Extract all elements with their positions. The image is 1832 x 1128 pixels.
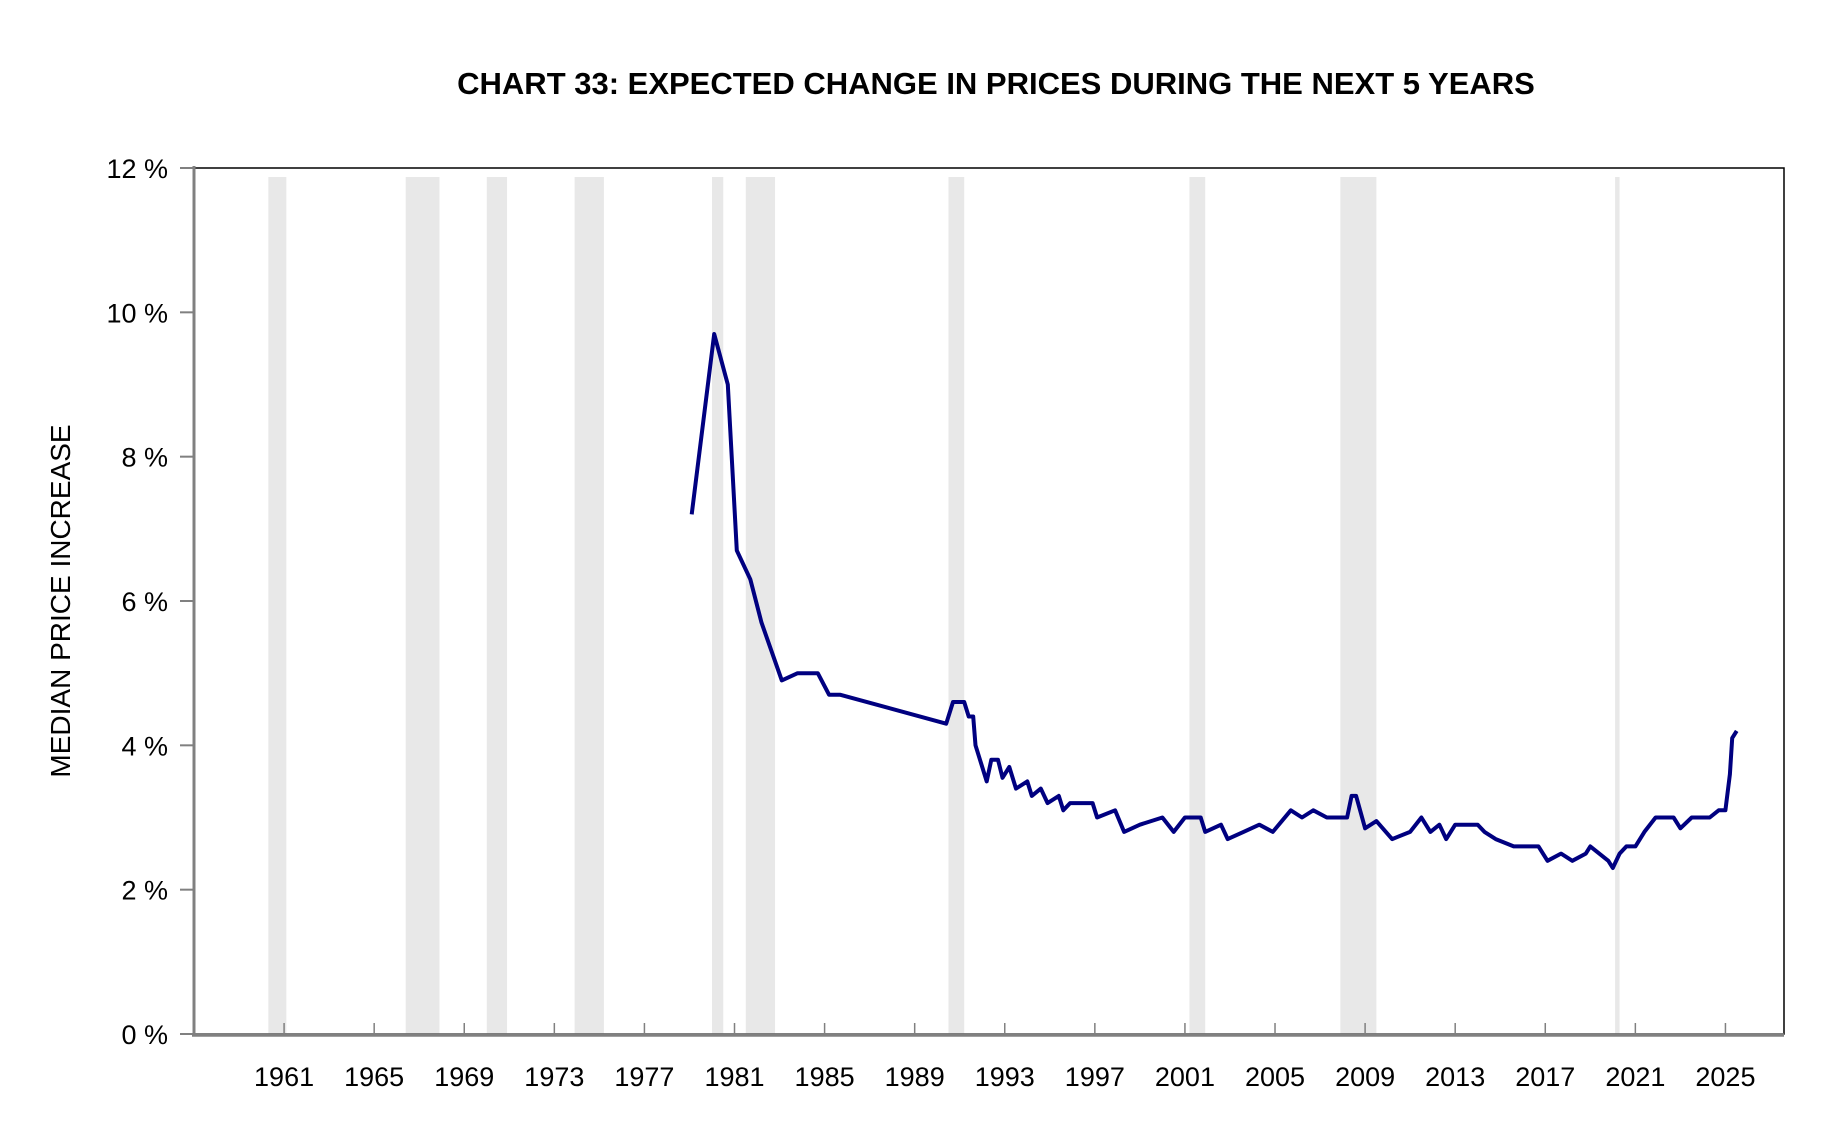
y-axis-label: MEDIAN PRICE INCREASE	[45, 424, 76, 777]
recession-band	[405, 177, 440, 1034]
x-tick-label: 2017	[1515, 1062, 1575, 1092]
y-tick-label: 6 %	[121, 587, 168, 617]
x-tick-label: 1985	[795, 1062, 855, 1092]
x-tick-label: 1973	[524, 1062, 584, 1092]
x-tick-label: 2005	[1245, 1062, 1305, 1092]
y-tick-label: 4 %	[121, 731, 168, 761]
series-line	[689, 332, 1739, 870]
recession-band	[486, 177, 508, 1034]
x-tick-label: 1989	[885, 1062, 945, 1092]
y-tick-label: 10 %	[106, 298, 168, 328]
chart-title: CHART 33: EXPECTED CHANGE IN PRICES DURI…	[457, 66, 1535, 101]
x-tick-label: 2001	[1155, 1062, 1215, 1092]
x-tick-label: 1977	[614, 1062, 674, 1092]
x-tick-label: 1965	[344, 1062, 404, 1092]
x-tick-label: 1981	[704, 1062, 764, 1092]
x-tick-label: 1997	[1065, 1062, 1125, 1092]
x-tick-label: 2009	[1335, 1062, 1395, 1092]
y-tick-label: 0 %	[121, 1020, 168, 1050]
x-tick-label: 2025	[1695, 1062, 1755, 1092]
recession-band	[574, 177, 604, 1034]
recession-band	[1615, 177, 1620, 1034]
x-tick-label: 1969	[434, 1062, 494, 1092]
x-tick-label: 2013	[1425, 1062, 1485, 1092]
recession-band	[1340, 177, 1377, 1034]
recession-band	[711, 177, 724, 1034]
x-tick-label: 2021	[1605, 1062, 1665, 1092]
x-tick-label: 1961	[254, 1062, 314, 1092]
y-tick-label: 8 %	[121, 443, 168, 473]
x-tick-label: 1993	[975, 1062, 1035, 1092]
recession-band	[268, 177, 287, 1034]
recession-band	[948, 177, 965, 1034]
y-ticks: 0 % 2 % 4 % 6 % 8 % 10 % 12 %	[106, 154, 194, 1050]
series-group	[689, 332, 1739, 870]
y-tick-label: 12 %	[106, 154, 168, 184]
recession-band	[745, 177, 776, 1034]
y-tick-label: 2 %	[121, 876, 168, 906]
recession-band	[1189, 177, 1206, 1034]
recession-bands	[268, 177, 1620, 1034]
x-ticks: 1961 1965 1969 1973 1977 1981 1985 1989 1993 1997…	[254, 1023, 1755, 1092]
